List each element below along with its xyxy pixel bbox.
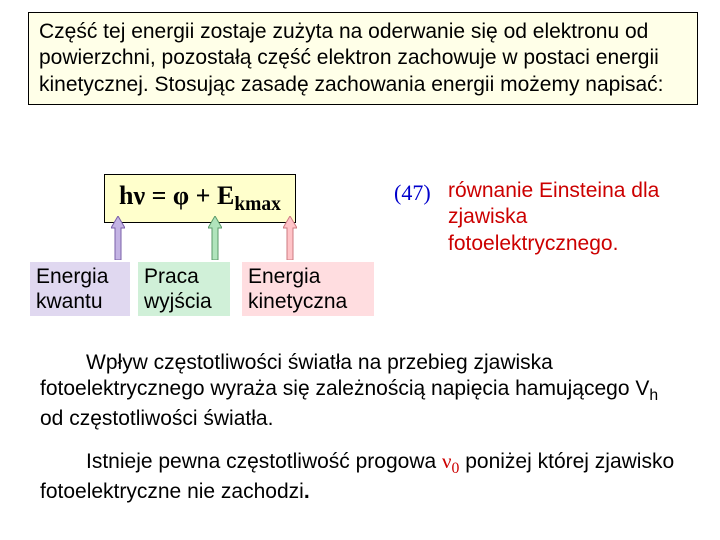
term1-line2: kwantu [36,290,103,313]
paragraph-2: Istnieje pewna częstotliwość progowa ν0 … [40,448,680,505]
para2-sym: ν [442,449,452,473]
arrow-term2-icon [208,216,222,260]
eq-eq: = [145,181,173,210]
paragraph-1: Wpływ częstotliwości światła na przebieg… [40,350,670,432]
eq-nu: ν [133,181,145,210]
equation-label: równanie Einsteina dla zjawiska fotoelek… [448,178,678,257]
term-praca-wyjscia: Praca wyjścia [138,262,230,316]
eq-kmax: kmax [234,194,281,215]
para2-t1: Istnieje pewna częstotliwość progowa [86,450,442,473]
eq-h: h [119,181,133,210]
para1-t2: od częstotliwości światła. [40,407,273,430]
term1-line1: Energia [36,265,108,288]
term3-line1: Energia [248,265,320,288]
intro-text: Część tej energii zostaje zużyta na oder… [39,20,664,96]
arrow-term3-icon [283,216,297,260]
eq-phi: φ [173,181,189,210]
term-energia-kwantu: Energia kwantu [30,262,130,316]
term2-line1: Praca [144,265,199,288]
para2-dot: . [304,480,310,503]
intro-text-box: Część tej energii zostaje zużyta na oder… [28,12,698,105]
term2-line2: wyjścia [144,290,212,313]
eq-plus: + E [189,181,234,210]
para1-t1: Wpływ częstotliwości światła na przebieg… [40,351,649,400]
equation-box: hν = φ + Ekmax [104,174,296,223]
equation-number: (47) [394,180,431,206]
arrow-term1-icon [111,216,125,260]
term-energia-kinetyczna: Energia kinetyczna [242,262,374,316]
term3-line2: kinetyczna [248,290,347,313]
para1-sub: h [649,387,658,404]
